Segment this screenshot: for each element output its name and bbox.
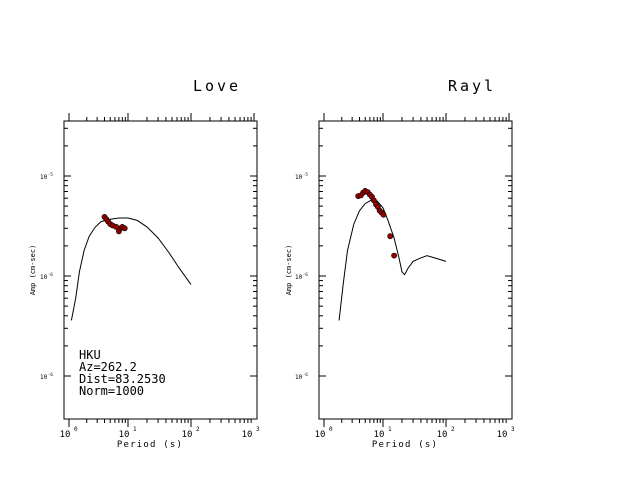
y-tick-label-exponent: -5 xyxy=(48,172,53,177)
y-tick-label-base: 10 xyxy=(40,274,48,281)
rayleigh-amplitude-curve xyxy=(338,199,447,321)
x-tick-label-exponent: 3 xyxy=(256,426,260,433)
x-tick-label-exponent: 3 xyxy=(511,426,515,433)
y-tick-label: 10 -5 xyxy=(295,172,308,181)
y-tick-label-base: 10 xyxy=(295,374,303,381)
x-tick-label-base: 10 xyxy=(242,430,253,440)
y-tick-label-base: 10 xyxy=(40,174,48,181)
rayleigh-y-axis-label: Amp (cm-sec) xyxy=(285,245,293,296)
y-tick-label: 10 -6 xyxy=(295,272,308,281)
x-tick-label-exponent: 2 xyxy=(196,426,200,433)
x-tick-label: 100 xyxy=(60,426,78,440)
y-tick-label-exponent: -6 xyxy=(303,372,308,377)
station-azimuth: Az=262.2 xyxy=(79,360,137,374)
y-tick-label-exponent: -6 xyxy=(48,272,53,277)
observed-data-point xyxy=(380,211,387,218)
rayleigh-observed-points xyxy=(355,187,397,259)
station-info-block: HKU Az=262.2 Dist=83.2530 Norm=1000 xyxy=(79,348,166,398)
station-name: HKU xyxy=(79,348,101,362)
station-distance: Dist=83.2530 xyxy=(79,372,166,386)
x-tick-label: 102 xyxy=(437,426,455,440)
love-plot-frame xyxy=(63,120,258,420)
x-tick-label-base: 10 xyxy=(60,430,71,440)
normalization-value: Norm=1000 xyxy=(79,384,144,398)
x-tick-label: 102 xyxy=(182,426,200,440)
x-tick-label-exponent: 0 xyxy=(329,426,333,433)
x-tick-label: 100 xyxy=(315,426,333,440)
x-tick-label-exponent: 2 xyxy=(451,426,455,433)
y-tick-label: 10 -5 xyxy=(40,172,53,181)
x-tick-label-base: 10 xyxy=(497,430,508,440)
y-tick-label-exponent: -5 xyxy=(303,172,308,177)
rayleigh-plot-frame xyxy=(318,120,513,420)
love-amplitude-curve xyxy=(70,217,192,321)
y-tick-label-exponent: -6 xyxy=(303,272,308,277)
x-tick-label-exponent: 1 xyxy=(388,426,392,433)
observed-data-point xyxy=(121,225,128,232)
x-tick-label-base: 10 xyxy=(374,430,385,440)
y-tick-label: 10 -6 xyxy=(295,372,308,381)
y-tick-label-base: 10 xyxy=(295,274,303,281)
x-tick-label-base: 10 xyxy=(437,430,448,440)
rayleigh-x-axis-label: Period (s) xyxy=(372,440,438,450)
rayleigh-tick-marks xyxy=(319,113,512,427)
x-tick-label: 101 xyxy=(119,426,137,440)
x-tick-label: 103 xyxy=(242,426,260,440)
y-tick-label: 10 -6 xyxy=(40,372,53,381)
love-panel-title: Love xyxy=(193,77,241,95)
x-tick-label-base: 10 xyxy=(119,430,130,440)
y-tick-label-exponent: -6 xyxy=(48,372,53,377)
x-tick-label: 103 xyxy=(497,426,515,440)
observed-data-point xyxy=(387,233,394,240)
love-observed-points xyxy=(101,213,128,235)
x-tick-label-exponent: 0 xyxy=(74,426,78,433)
y-tick-label: 10 -6 xyxy=(40,272,53,281)
x-tick-label-base: 10 xyxy=(315,430,326,440)
y-tick-label-base: 10 xyxy=(295,174,303,181)
x-tick-label-base: 10 xyxy=(182,430,193,440)
observed-data-point xyxy=(391,252,397,259)
love-y-axis-label: Amp (cm-sec) xyxy=(29,245,37,296)
love-y-tick-labels: 10 -510 -610 -6 xyxy=(40,172,53,381)
x-tick-label-exponent: 1 xyxy=(133,426,137,433)
rayleigh-y-tick-labels: 10 -510 -610 -6 xyxy=(295,172,308,381)
rayleigh-panel-title: Rayl xyxy=(448,77,496,95)
love-tick-marks xyxy=(64,113,257,427)
love-x-axis-label: Period (s) xyxy=(117,440,183,450)
x-tick-label: 101 xyxy=(374,426,392,440)
y-tick-label-base: 10 xyxy=(40,374,48,381)
